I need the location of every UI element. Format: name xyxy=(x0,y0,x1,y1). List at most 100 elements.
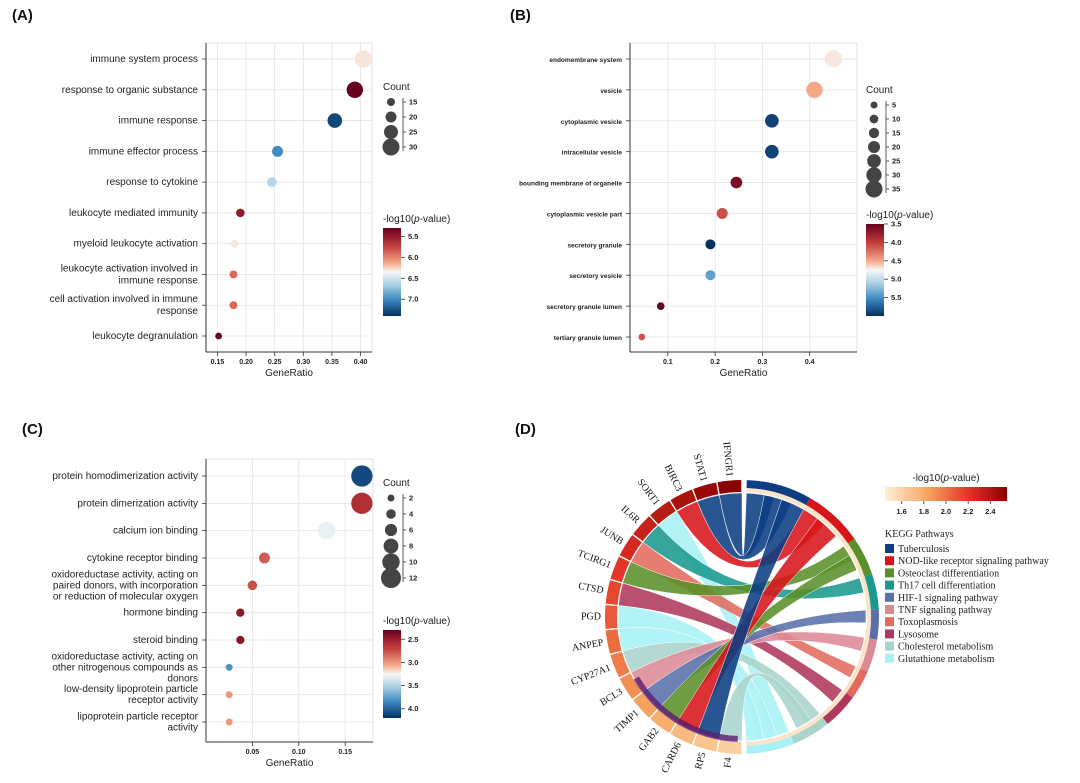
size-legend-label: 30 xyxy=(892,171,900,180)
size-legend-dot xyxy=(384,125,398,139)
kegg-legend-label: Glutathione metabolism xyxy=(898,654,995,665)
size-legend-label: 2 xyxy=(409,494,413,503)
gene-label: F4 xyxy=(722,757,734,769)
kegg-legend-swatch xyxy=(885,580,894,590)
pathway-arc xyxy=(846,668,868,698)
size-legend-dot xyxy=(386,509,396,519)
dotplot-panel-c: 0.05 0.10 0.15 protein homodimerization act… xyxy=(51,458,450,769)
category-label-line: response xyxy=(157,306,199,317)
pathway-inner-band xyxy=(865,609,871,639)
pathway-inner-band xyxy=(856,637,870,669)
category-label-line: cell activation involved in immune xyxy=(50,294,199,305)
data-point xyxy=(354,50,373,68)
data-point xyxy=(327,113,343,128)
kegg-legend-label: HIF-1 signaling pathway xyxy=(898,593,998,604)
chord-link xyxy=(618,582,843,703)
colorbar-tick-label: 3.0 xyxy=(408,658,418,667)
chord-link xyxy=(658,511,790,739)
gene-label: ANPEP xyxy=(571,637,605,654)
category-label-line: immune response xyxy=(119,275,199,286)
category-label-line: cytoplasmic vesicle part xyxy=(547,211,623,218)
category-label: intracellular vesicle xyxy=(562,150,623,157)
gene-arc xyxy=(670,723,697,745)
x-tick-label: 0.4 xyxy=(805,359,815,366)
x-tick-label: 0.10 xyxy=(292,749,306,756)
kegg-legend-swatch xyxy=(885,641,894,651)
size-legend-dot xyxy=(382,138,400,156)
gene-label: IL6R xyxy=(619,504,642,527)
colorbar-title-p: p xyxy=(943,473,950,484)
category-label: vesicle xyxy=(600,88,622,95)
x-tick-label: 0.20 xyxy=(239,359,253,366)
category-label-line: donors xyxy=(167,673,198,684)
x-tick-label: 0.15 xyxy=(338,749,352,756)
size-legend-label: 8 xyxy=(409,542,413,551)
category-label-line: response to cytokine xyxy=(106,177,198,188)
data-point xyxy=(317,521,336,540)
gene-label: SORT1 xyxy=(635,477,662,508)
colorbar-tick-label: 3.5 xyxy=(408,681,418,690)
colorbar-title-p: p xyxy=(896,210,903,221)
category-label-line: bounding membrane of organelle xyxy=(519,181,622,188)
category-label: secretory vesicle xyxy=(569,273,622,280)
colorbar-title-suffix: -value) xyxy=(420,616,451,627)
category-label-line: protein dimerization activity xyxy=(77,498,198,509)
pathway-arc xyxy=(860,638,878,672)
size-legend-label: 10 xyxy=(409,558,417,567)
data-point xyxy=(225,691,233,699)
pathway-inner-band xyxy=(843,666,861,693)
colorbar-title: -log10(p-value) xyxy=(383,214,450,225)
x-axis-title: GeneRatio xyxy=(266,758,314,769)
size-legend-label: 12 xyxy=(409,574,417,583)
colorbar-title-prefix: -log10( xyxy=(912,473,944,484)
size-legend-dot xyxy=(382,553,400,571)
category-label-line: steroid binding xyxy=(133,635,198,646)
kegg-legend-swatch xyxy=(885,605,894,614)
colorbar-tick-label: 7.0 xyxy=(408,295,418,304)
category-label: calcium ion binding xyxy=(113,526,198,537)
category-label: leukocyte mediated immunity xyxy=(69,208,198,219)
colorbar-title-suffix: -value) xyxy=(903,210,934,221)
category-label-line: protein homodimerization activity xyxy=(52,471,198,482)
data-point xyxy=(247,580,258,591)
data-point xyxy=(765,113,779,128)
category-label-line: or reduction of molecular oxygen xyxy=(53,591,198,602)
colorbar-tick-label: 6.5 xyxy=(408,274,418,283)
category-label: cytoplasmic vesicle xyxy=(561,119,622,126)
kegg-legend-label: NOD-like receptor signaling pathway xyxy=(898,556,1049,567)
colorbar-title-prefix: -log10( xyxy=(383,214,415,225)
gene-arc xyxy=(610,651,630,678)
data-point xyxy=(638,333,646,341)
gene-label: BCL3 xyxy=(598,686,625,708)
colorbar-tick-label: 4.0 xyxy=(408,704,418,713)
category-label: protein homodimerization activity xyxy=(52,471,198,482)
x-tick-label: 0.2 xyxy=(710,359,720,366)
colorbar-title: -log10(p-value) xyxy=(383,616,450,627)
gene-label: PGD xyxy=(581,611,601,622)
category-label: immune response xyxy=(119,116,199,127)
category-label-line: endomembrane system xyxy=(549,57,622,64)
category-label-line: immune response xyxy=(119,116,199,127)
category-label: immune effector process xyxy=(89,146,198,157)
category-label: leukocyte degranulation xyxy=(92,331,198,342)
size-legend-label: 20 xyxy=(409,113,417,122)
category-label-line: intracellular vesicle xyxy=(562,150,623,157)
pathway-arc xyxy=(847,538,873,577)
data-point xyxy=(225,718,233,726)
colorbar-title-suffix: -value) xyxy=(949,473,980,484)
colorbar-tick-label: 5.0 xyxy=(891,275,901,284)
category-label: bounding membrane of organelle xyxy=(519,181,622,188)
size-legend-label: 15 xyxy=(409,98,417,107)
dotplot-panel-b: 0.1 0.2 0.3 0.4 endomembrane system vesicle cy… xyxy=(519,42,934,379)
category-label: hormone binding xyxy=(124,608,199,619)
x-axis-title: GeneRatio xyxy=(265,368,313,379)
gene-arc xyxy=(650,709,676,734)
kegg-legend-label: Cholesterol metabolism xyxy=(898,642,993,653)
data-point xyxy=(705,239,716,250)
colorbar-title-p: p xyxy=(413,214,420,225)
category-label-line: tertiary granule lumen xyxy=(554,335,622,342)
category-label-line: immune effector process xyxy=(89,146,198,157)
category-label: oxidoreductase activity, acting on paired… xyxy=(51,569,198,602)
category-label-line: other nitrogenous compounds as xyxy=(52,662,198,673)
